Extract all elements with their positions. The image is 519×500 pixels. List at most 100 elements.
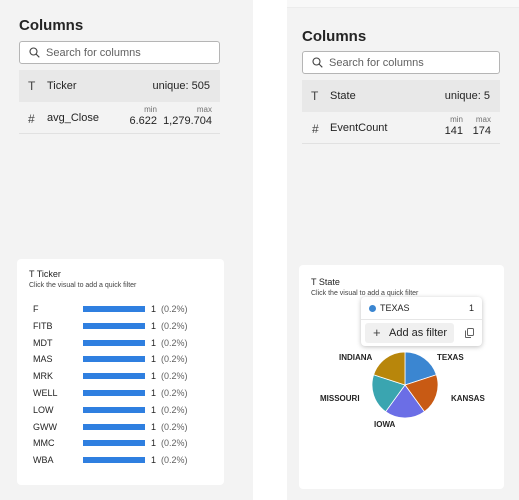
number-type-icon: # (312, 122, 319, 136)
pie-slice-missouri[interactable] (371, 374, 406, 413)
text-type-icon: T (29, 269, 35, 279)
tooltip-divider (361, 319, 482, 320)
search-input[interactable] (46, 44, 206, 61)
max-value: 1,279.704 (163, 115, 212, 127)
unique-count: unique: 505 (152, 80, 211, 92)
bar-value-label: 1 (151, 404, 157, 415)
copy-icon[interactable] (465, 328, 474, 338)
slice-tooltip: TEXAS 1 + Add as filter (361, 297, 482, 346)
bar-percent-label: (0.2%) (161, 404, 188, 415)
max-label: max (475, 115, 491, 124)
text-type-icon: T (28, 79, 36, 93)
bar-percent-label: (0.2%) (161, 304, 188, 314)
add-filter-label: Add as filter (389, 327, 448, 339)
column-name: EventCount (330, 122, 388, 134)
min-value: 6.622 (129, 115, 157, 127)
pie-slice-iowa[interactable] (385, 384, 425, 419)
search-box[interactable] (19, 41, 220, 64)
plus-icon: + (373, 325, 381, 340)
panel-title: Columns (19, 17, 84, 34)
bar[interactable] (83, 306, 145, 312)
max-stat: max 1,279.704 (163, 105, 212, 127)
bar[interactable] (83, 356, 145, 363)
bar[interactable] (83, 423, 145, 430)
search-box[interactable] (302, 51, 500, 74)
series-color-dot (369, 305, 376, 312)
ticker-chart-card[interactable]: T Ticker Click the visual to add a quick… (17, 259, 224, 485)
text-type-icon: T (311, 89, 319, 103)
column-row-avg-close[interactable]: # avg_Close min 6.622 max 1,279.704 (19, 102, 220, 134)
pie-slice-texas[interactable] (404, 351, 437, 386)
column-row-ticker[interactable]: T Ticker unique: 505 (19, 70, 220, 102)
bar-percent-label: (0.2%) (161, 421, 188, 432)
search-icon (29, 47, 40, 58)
number-type-icon: # (28, 112, 35, 126)
bar-value-label: 1 (151, 421, 157, 432)
bar-row[interactable]: LOW 1 (0.2%) (33, 404, 223, 416)
bar[interactable] (83, 322, 145, 329)
column-name: avg_Close (47, 112, 99, 124)
bar-row[interactable]: MMC 1 (0.2%) (33, 437, 223, 449)
bar-percent-label: (0.2%) (161, 388, 188, 398)
card-title-text: State (318, 277, 340, 287)
bar-percent-label: (0.2%) (161, 455, 188, 466)
min-label: min (144, 105, 157, 114)
bar-percent-label: (0.2%) (161, 371, 188, 382)
card-title: T Ticker (29, 269, 61, 279)
bar-category-label: LOW (33, 404, 54, 415)
ticker-bar-chart[interactable]: F 1 (0.2%) FITB 1 (0.2%) MDT 1 (0.2%) MAS 1 (0.2%) M… (33, 303, 223, 483)
bar-value-label: 1 (151, 320, 157, 331)
bar[interactable] (83, 339, 145, 346)
add-as-filter-button[interactable]: + Add as filter (365, 323, 454, 343)
bar[interactable] (83, 406, 145, 413)
min-stat: min 6.622 (129, 105, 157, 127)
max-stat: max 174 (473, 115, 491, 137)
bar-category-label: MAS (33, 354, 53, 365)
max-label: max (196, 105, 212, 114)
card-subtitle: Click the visual to add a quick filter (29, 282, 137, 289)
max-value: 174 (472, 125, 491, 137)
bar-category-label: GWW (33, 421, 57, 432)
bar[interactable] (83, 440, 145, 447)
column-row-eventcount[interactable]: # EventCount min 141 max 174 (302, 112, 500, 144)
bar[interactable] (83, 457, 145, 464)
bar-value-label: 1 (151, 438, 157, 449)
bar-percent-label: (0.2%) (161, 438, 188, 449)
bar-row[interactable]: MAS 1 (0.2%) (33, 353, 223, 365)
bar-category-label: WBA (33, 455, 54, 466)
bar-value-label: 1 (151, 354, 157, 365)
min-stat: min 141 (445, 115, 463, 137)
columns-panel-left: Columns T Ticker unique: 505 # avg_Close… (0, 0, 253, 500)
bar-percent-label: (0.2%) (161, 337, 188, 348)
card-title: T State (311, 277, 340, 287)
bar[interactable] (83, 373, 145, 380)
bar-row[interactable]: WBA 1 (0.2%) (33, 454, 223, 466)
bar-row[interactable]: MRK 1 (0.2%) (33, 370, 223, 382)
card-subtitle: Click the visual to add a quick filter (311, 290, 419, 297)
bar-category-label: F (33, 304, 39, 314)
pie-slice-indiana[interactable] (373, 351, 406, 386)
bar-row[interactable]: F 1 (0.2%) (33, 303, 223, 315)
min-label: min (450, 115, 463, 124)
bar-value-label: 1 (151, 388, 157, 398)
bar-row[interactable]: WELL 1 (0.2%) (33, 387, 223, 399)
bar-category-label: FITB (33, 320, 53, 331)
panel-top-border (287, 0, 519, 8)
bar-category-label: WELL (33, 388, 58, 398)
bar-row[interactable]: MDT 1 (0.2%) (33, 337, 223, 349)
pie-slice-kansas[interactable] (404, 374, 439, 413)
bar-percent-label: (0.2%) (161, 320, 188, 331)
bar-row[interactable]: GWW 1 (0.2%) (33, 421, 223, 433)
bar-row[interactable]: FITB 1 (0.2%) (33, 320, 223, 332)
search-input[interactable] (329, 54, 489, 71)
column-name: Ticker (47, 80, 77, 92)
bar-value-label: 1 (151, 337, 157, 348)
bar[interactable] (83, 390, 145, 396)
bar-category-label: MRK (33, 371, 53, 382)
column-row-state[interactable]: T State unique: 5 (302, 80, 500, 112)
bar-percent-label: (0.2%) (161, 354, 188, 365)
column-name: State (330, 90, 356, 102)
bar-category-label: MDT (33, 337, 53, 348)
panel-title: Columns (302, 28, 367, 45)
